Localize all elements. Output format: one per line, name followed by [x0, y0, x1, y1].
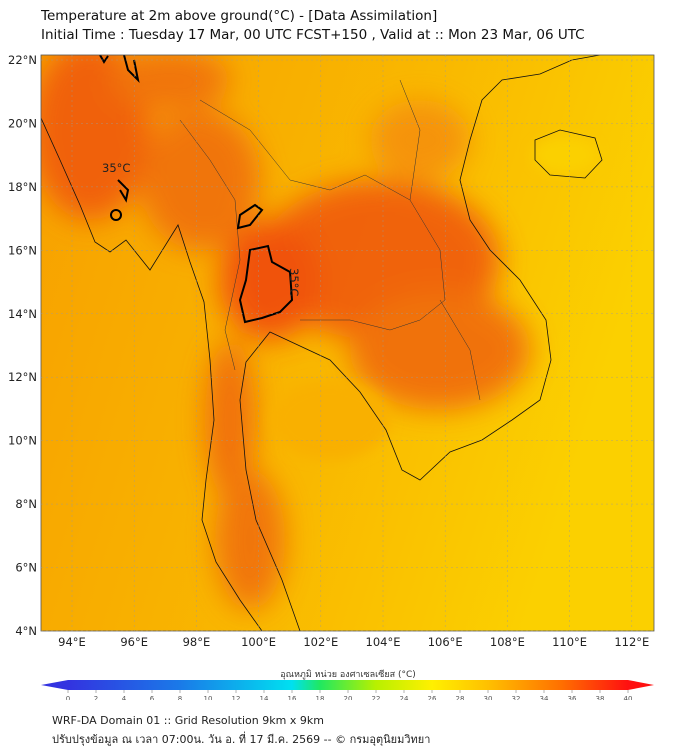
contour-label: 35°C [287, 268, 301, 296]
temperature-map: 35°C 35°C 22°N 20°N 18°N 16°N 14°N 12°N 10°N 8°… [8, 53, 655, 700]
lat-tick-label: 6°N [15, 561, 37, 575]
lat-tick-label: 12°N [8, 370, 37, 384]
lon-tick-label: 102°E [303, 635, 338, 649]
colorbar-tick-label: 4 [122, 695, 127, 700]
footer-update-info: ปรับปรุงข้อมูล ณ เวลา 07:00น. วัน อ. ที่… [52, 733, 431, 746]
lat-tick-label: 8°N [15, 497, 37, 511]
colorbar-tick-label: 26 [428, 695, 437, 700]
colorbar-tick-label: 14 [260, 695, 269, 700]
colorbar-tick-label: 40 [624, 695, 633, 700]
lon-tick-label: 98°E [183, 635, 211, 649]
colorbar-tick-label: 6 [150, 695, 155, 700]
lat-tick-label: 14°N [8, 307, 37, 321]
chart-title: Temperature at 2m above ground(°C) - [Da… [41, 8, 438, 24]
lon-tick-label: 110°E [552, 635, 587, 649]
borders [179, 79, 481, 401]
coastline [41, 55, 603, 631]
lat-tick-label: 22°N [8, 53, 37, 67]
lon-tick-label: 108°E [490, 635, 525, 649]
lat-tick-label: 4°N [15, 624, 37, 638]
lon-tick-label: 104°E [366, 635, 401, 649]
colorbar-tick-label: 8 [178, 695, 182, 700]
colorbar-tick-label: 16 [288, 695, 297, 700]
lon-tick-label: 112°E [614, 635, 649, 649]
colorbar-tick-label: 2 [94, 695, 98, 700]
colorbar-tick-label: 0 [66, 695, 70, 700]
map-field: 35°C 35°C [41, 55, 654, 631]
colorbar-tick-label: 12 [232, 695, 241, 700]
colorbar-tick-label: 20 [344, 695, 353, 700]
lat-tick-label: 20°N [8, 116, 37, 130]
colorbar-tick-label: 22 [372, 695, 381, 700]
contour-label: 35°C [102, 161, 130, 175]
colorbar-tick-label: 36 [568, 695, 577, 700]
lat-tick-label: 10°N [8, 434, 37, 448]
lon-tick-label: 100°E [241, 635, 276, 649]
lon-axis: 94°E 96°E 98°E 100°E 102°E 104°E 106°E 108°E 110… [58, 55, 649, 649]
lon-tick-label: 96°E [120, 635, 148, 649]
lon-tick-label: 94°E [58, 635, 86, 649]
colorbar-tick-label: 38 [596, 695, 605, 700]
lon-tick-label: 106°E [428, 635, 463, 649]
lat-tick-label: 18°N [8, 180, 37, 194]
colorbar-tick-label: 10 [204, 695, 213, 700]
contour-35c [99, 55, 294, 324]
colorbar-tick-label: 24 [400, 695, 409, 700]
colorbar: 0 2 4 6 8 10 12 14 16 18 20 22 24 26 28 30 32 34 36 38 40 [41, 680, 654, 700]
lat-tick-label: 16°N [8, 243, 37, 257]
colorbar-tick-label: 30 [484, 695, 493, 700]
colorbar-tick-label: 18 [316, 695, 325, 700]
colorbar-tick-label: 32 [512, 695, 521, 700]
colorbar-tick-label: 34 [540, 695, 549, 700]
colorbar-title: อุณหภูมิ หน่วย องศาเซลเซียส (°C) [280, 670, 416, 680]
lat-axis: 22°N 20°N 18°N 16°N 14°N 12°N 10°N 8°N 6°N 4°N [8, 53, 654, 638]
chart-subtitle: Initial Time : Tuesday 17 Mar, 00 UTC FC… [41, 27, 585, 43]
colorbar-tick-label: 28 [456, 695, 465, 700]
footer-model-info: WRF-DA Domain 01 :: Grid Resolution 9km … [52, 714, 324, 727]
